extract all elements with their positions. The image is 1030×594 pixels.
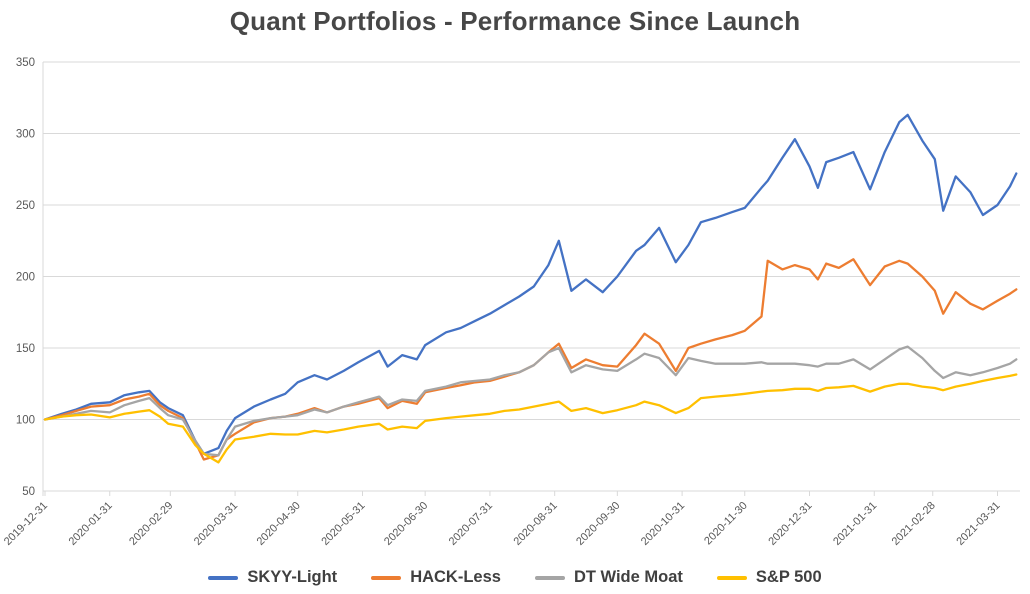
legend-label-dt-wide-moat: DT Wide Moat xyxy=(573,568,683,586)
legend-swatch-dt-wide-moat xyxy=(534,575,565,580)
legend-label-skyy-light: SKYY-Light xyxy=(247,568,338,586)
chart-legend: SKYY-Light HACK-Less DT Wide Moat S&P 500 xyxy=(0,568,1030,587)
y-axis-tick-label-350: 350 xyxy=(16,57,35,69)
chart-title: Quant Portfolios - Performance Since Lau… xyxy=(229,6,801,36)
y-axis-tick-label-50: 50 xyxy=(22,486,35,498)
x-axis-tick-label-2020-10-31: 2020-10-31 xyxy=(639,500,687,548)
x-axis-tick-label-2020-07-31: 2020-07-31 xyxy=(447,500,495,548)
performance-line-chart: 50 100 150 200 250 300 350 2019-12-31 2020-01-31… xyxy=(2,57,1020,548)
x-axis-tick-label-2020-05-31: 2020-05-31 xyxy=(319,500,367,548)
legend-swatch-s-p-500 xyxy=(716,575,747,580)
x-axis-tick-label-2020-08-31: 2020-08-31 xyxy=(512,500,560,548)
legend-item-hack-less: HACK-Less xyxy=(371,568,501,587)
legend-swatch-hack-less xyxy=(371,575,402,580)
x-axis-tick-label-2020-11-30: 2020-11-30 xyxy=(702,500,750,548)
legend-label-s-p-500: S&P 500 xyxy=(755,568,822,586)
x-axis-tick-label-2020-12-31: 2020-12-31 xyxy=(766,500,814,548)
x-axis-tick-label-2021-01-31: 2021-01-31 xyxy=(831,500,879,548)
legend-item-dt-wide-moat: DT Wide Moat xyxy=(534,568,683,587)
x-axis-tick-label-2021-02-28: 2021-02-28 xyxy=(890,500,938,548)
y-axis-tick-label-100: 100 xyxy=(16,415,35,427)
series-line-s-p-500 xyxy=(43,373,1018,464)
x-axis-tick-label-2020-03-31: 2020-03-31 xyxy=(192,500,240,548)
x-axis-tick-label-2020-04-30: 2020-04-30 xyxy=(255,500,303,548)
y-axis-tick-label-300: 300 xyxy=(16,129,35,141)
x-axis-tick-label-2019-12-31: 2019-12-31 xyxy=(2,500,50,548)
x-axis-tick-label-2020-01-31: 2020-01-31 xyxy=(67,500,115,548)
legend-label-hack-less: HACK-Less xyxy=(410,568,501,586)
y-axis-tick-label-250: 250 xyxy=(16,200,35,212)
x-axis-tick-label-2020-02-29: 2020-02-29 xyxy=(127,500,175,548)
x-axis-tick-label-2021-03-31: 2021-03-31 xyxy=(954,500,1002,548)
x-axis-tick-label-2020-09-30: 2020-09-30 xyxy=(574,500,622,548)
x-axis-tick-label-2020-06-30: 2020-06-30 xyxy=(382,500,430,548)
legend-swatch-skyy-light xyxy=(208,575,239,580)
y-axis-tick-label-200: 200 xyxy=(16,272,35,284)
legend-item-s-p-500: S&P 500 xyxy=(716,568,822,587)
legend-item-skyy-light: SKYY-Light xyxy=(208,568,337,587)
y-axis-tick-label-150: 150 xyxy=(16,343,35,355)
